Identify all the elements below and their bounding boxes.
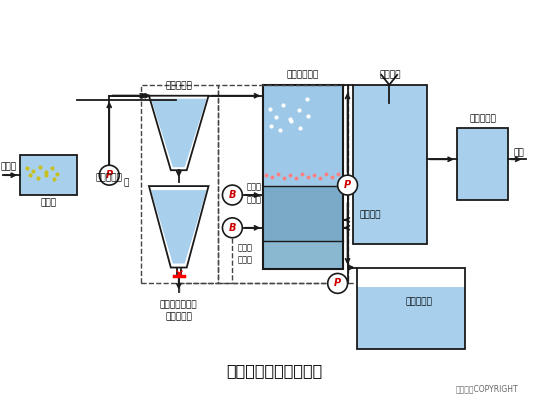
Bar [263,186,342,241]
Circle shape [328,273,347,293]
Text: 污泥濃縮池: 污泥濃縮池 [96,174,123,183]
Text: 系統外排放: 系統外排放 [165,313,192,322]
Text: 空壓機: 空壓機 [237,255,252,264]
Bar [20,155,77,195]
Text: B: B [229,223,236,233]
Text: 反沖洗水: 反沖洗水 [359,211,381,219]
Bar [263,241,342,269]
Bar [219,85,347,283]
Circle shape [222,218,242,238]
Text: 東方仿真COPYRIGHT: 東方仿真COPYRIGHT [456,384,518,393]
Bar [352,85,427,244]
Bar [20,155,77,195]
Text: B: B [229,190,236,200]
Text: 曝氣生物濾池: 曝氣生物濾池 [287,70,319,79]
Text: 處理水池: 處理水池 [379,70,401,79]
Text: P: P [106,170,113,180]
Bar [263,85,342,186]
Text: 放流: 放流 [513,149,524,158]
Bar [357,287,465,349]
Text: 反沖洗水池: 反沖洗水池 [406,298,432,307]
Text: 泵: 泵 [123,179,129,187]
Bar [457,129,509,200]
Text: 沉砂池: 沉砂池 [41,199,57,207]
Text: 原污水: 原污水 [0,163,16,172]
Text: 投氧混合池: 投氧混合池 [469,114,496,123]
Bar [457,129,509,200]
Bar [141,85,219,283]
Bar [352,85,427,244]
Bar [263,85,342,269]
Text: 初次沉淀池: 初次沉淀池 [165,81,192,90]
Text: 污泥處理設備或: 污泥處理設備或 [160,301,198,310]
Text: P: P [344,180,351,190]
Polygon shape [151,190,207,263]
Bar [357,267,465,349]
Text: P: P [334,279,341,289]
Circle shape [338,175,357,195]
Text: 空壓機: 空壓機 [246,195,261,205]
Text: 曝氣用: 曝氣用 [237,243,252,252]
Text: 生物濾池污水處理系統: 生物濾池污水處理系統 [226,363,322,378]
Polygon shape [151,99,207,167]
Circle shape [99,165,119,185]
Circle shape [222,185,242,205]
Text: 反沖用: 反沖用 [246,183,261,191]
